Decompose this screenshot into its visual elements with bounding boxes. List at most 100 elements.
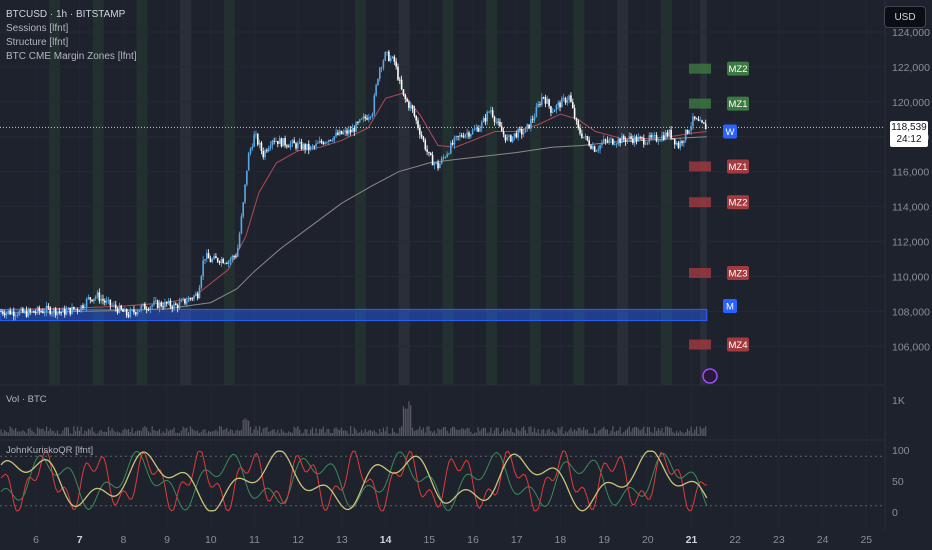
volume-bar: [655, 431, 658, 436]
volume-bar: [24, 431, 26, 436]
volume-bar: [91, 426, 93, 436]
volume-bar: [672, 431, 674, 436]
candle-body: [389, 58, 392, 62]
volume-bar: [428, 426, 430, 436]
volume-bar: [157, 431, 159, 436]
candle-body: [449, 142, 452, 154]
candle-body: [251, 146, 254, 149]
candle-body: [43, 312, 46, 314]
candle-body: [306, 143, 308, 150]
volume-bar: [559, 429, 561, 436]
date-tick-label: 14: [380, 534, 392, 546]
candle-body: [87, 297, 90, 299]
session-highlights: [49, 0, 707, 385]
candle-body: [258, 142, 261, 145]
volume-bar: [319, 428, 321, 436]
margin-zone-badge: [727, 61, 749, 76]
date-tick-label: 21: [686, 534, 698, 546]
candle-body: [404, 94, 407, 99]
volume-bar: [142, 427, 144, 436]
candle-body: [621, 135, 623, 144]
volume-bar: [237, 429, 239, 436]
candle-body: [360, 118, 363, 120]
candle-body: [606, 140, 609, 142]
candle-body: [5, 312, 8, 316]
volume-bar: [366, 431, 368, 436]
candle-body: [256, 134, 259, 145]
volume-bar: [291, 433, 293, 436]
currency-button[interactable]: USD: [884, 6, 926, 28]
candle-body: [38, 307, 41, 312]
candle-body: [630, 136, 632, 139]
volume-bar: [69, 433, 71, 436]
volume-bar: [694, 429, 696, 436]
volume-bar: [519, 431, 521, 436]
margin-zone-label: MZ2: [729, 198, 748, 209]
volume-bar: [535, 432, 537, 436]
volume-bar: [58, 433, 60, 436]
volume-bar: [317, 433, 319, 436]
volume-bar: [146, 427, 148, 436]
volume-bar: [11, 428, 13, 436]
volume-bar: [244, 418, 246, 436]
volume-bar: [333, 428, 335, 436]
candle-body: [151, 304, 153, 307]
volume-bar: [468, 428, 470, 436]
volume-bar: [289, 432, 292, 436]
candle-body: [156, 300, 159, 308]
volume-bar: [304, 429, 306, 436]
volume-bar: [47, 431, 49, 436]
candle-body: [581, 133, 583, 138]
indicator-cme-zones[interactable]: BTC CME Margin Zones [lfnt]: [6, 51, 137, 62]
volume-bar: [16, 431, 19, 436]
candle-body: [78, 310, 81, 312]
volume-bar: [182, 426, 184, 436]
chart-legend: BTCUSD · 1h · BITSTAMP Sessions [lfnt] S…: [6, 8, 137, 64]
volume-bar: [73, 426, 75, 436]
volume-bar: [238, 431, 241, 436]
volume-bar: [186, 427, 188, 436]
volume-bar: [490, 427, 492, 436]
volume-bar: [550, 431, 552, 436]
date-tick-label: 8: [120, 534, 126, 546]
volume-bar: [382, 427, 385, 436]
volume-bar: [439, 429, 441, 436]
volume-bar: [2, 432, 4, 436]
volume-bar: [606, 429, 608, 436]
volume-bar: [455, 429, 457, 436]
candle-body: [215, 256, 217, 259]
candle-body: [195, 293, 197, 296]
volume-bar: [624, 430, 627, 436]
candle-body: [590, 145, 592, 149]
candle-body: [666, 132, 669, 137]
indicator-structure[interactable]: Structure [lfnt]: [6, 37, 69, 48]
volume-bar: [641, 429, 643, 436]
candle-body: [491, 110, 494, 117]
candle-body: [342, 132, 345, 135]
candle-body: [176, 305, 179, 309]
oscillator-pane-label[interactable]: JohnKuriskoQR [lfnt]: [6, 445, 94, 456]
price-tick-label: 124,000: [892, 27, 930, 39]
volume-bar: [581, 430, 583, 436]
volume-bar: [202, 429, 204, 436]
volume-bar: [513, 433, 516, 436]
volume-bar: [590, 433, 592, 436]
cme-margin-band: [0, 308, 708, 322]
volume-bar: [426, 426, 428, 436]
volume-bar: [421, 429, 423, 436]
candle-body: [144, 303, 146, 310]
candle-body: [100, 298, 102, 301]
candle-body: [60, 312, 62, 313]
indicator-sessions[interactable]: Sessions [lfnt]: [6, 23, 69, 34]
symbol-title[interactable]: BTCUSD · 1h · BITSTAMP: [6, 9, 126, 20]
date-tick-label: 6: [33, 534, 39, 546]
volume-bar: [224, 429, 226, 436]
candle-body: [218, 261, 221, 263]
volume-pane-label[interactable]: Vol · BTC: [6, 394, 47, 405]
volume-bar: [7, 432, 9, 436]
volume-bar: [118, 432, 120, 436]
candle-body: [584, 136, 587, 137]
volume-bar: [577, 427, 579, 436]
volume-bar: [688, 430, 690, 436]
